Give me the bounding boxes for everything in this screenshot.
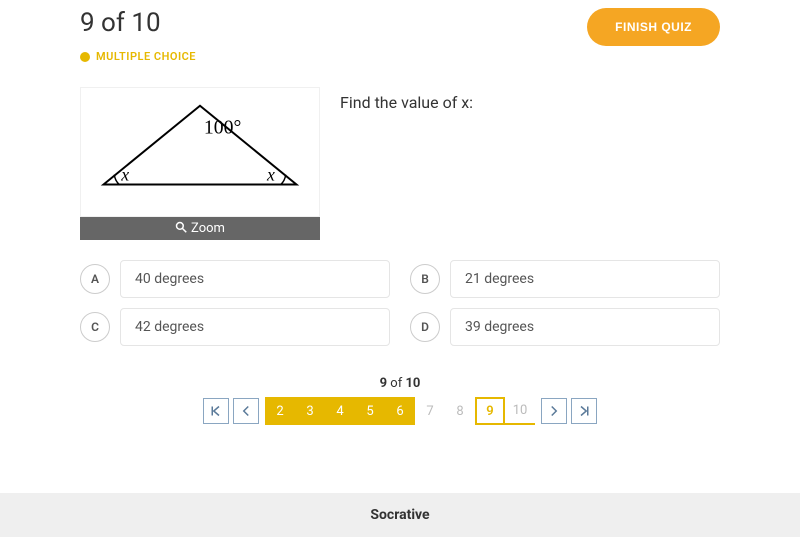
pager-page-9[interactable]: 9 <box>475 397 505 425</box>
pager-page-7[interactable]: 7 <box>415 397 445 425</box>
zoom-label: Zoom <box>191 221 225 236</box>
answer-letter: B <box>410 264 440 294</box>
pager-next-button[interactable] <box>541 398 567 424</box>
pager-last-button[interactable] <box>571 398 597 424</box>
footer-brand: Socrative <box>0 493 800 537</box>
triangle-diagram: 100° x x <box>81 88 319 216</box>
base-left-label: x <box>120 165 129 185</box>
pager-page-4[interactable]: 4 <box>325 397 355 425</box>
pager-page-10[interactable]: 10 <box>505 397 535 425</box>
progress-title: 9 of 10 <box>80 8 161 38</box>
pager-page-8[interactable]: 8 <box>445 397 475 425</box>
pager-label: 9 of 10 <box>80 376 720 391</box>
answer-letter: A <box>80 264 110 294</box>
pager-page-6[interactable]: 6 <box>385 397 415 425</box>
answer-letter: C <box>80 312 110 342</box>
pager-page-3[interactable]: 3 <box>295 397 325 425</box>
apex-angle-label: 100° <box>204 116 241 138</box>
answer-text: 39 degrees <box>450 308 720 346</box>
pager-page-2[interactable]: 2 <box>265 397 295 425</box>
answer-option-c[interactable]: C 42 degrees <box>80 308 390 346</box>
pager-prev-button[interactable] <box>233 398 259 424</box>
pager-page-5[interactable]: 5 <box>355 397 385 425</box>
zoom-button[interactable]: Zoom <box>80 217 320 240</box>
answer-text: 42 degrees <box>120 308 390 346</box>
answer-text: 21 degrees <box>450 260 720 298</box>
type-label: MULTIPLE CHOICE <box>96 50 196 63</box>
type-dot-icon <box>80 52 90 62</box>
answer-option-a[interactable]: A 40 degrees <box>80 260 390 298</box>
zoom-icon <box>175 221 187 236</box>
answer-text: 40 degrees <box>120 260 390 298</box>
answer-letter: D <box>410 312 440 342</box>
question-image: 100° x x <box>80 87 320 217</box>
finish-quiz-button[interactable]: FINISH QUIZ <box>587 8 720 46</box>
question-prompt: Find the value of x: <box>340 87 473 240</box>
base-right-label: x <box>266 165 275 185</box>
answer-option-d[interactable]: D 39 degrees <box>410 308 720 346</box>
question-type-indicator: MULTIPLE CHOICE <box>80 50 720 63</box>
answer-option-b[interactable]: B 21 degrees <box>410 260 720 298</box>
pager-first-button[interactable] <box>203 398 229 424</box>
